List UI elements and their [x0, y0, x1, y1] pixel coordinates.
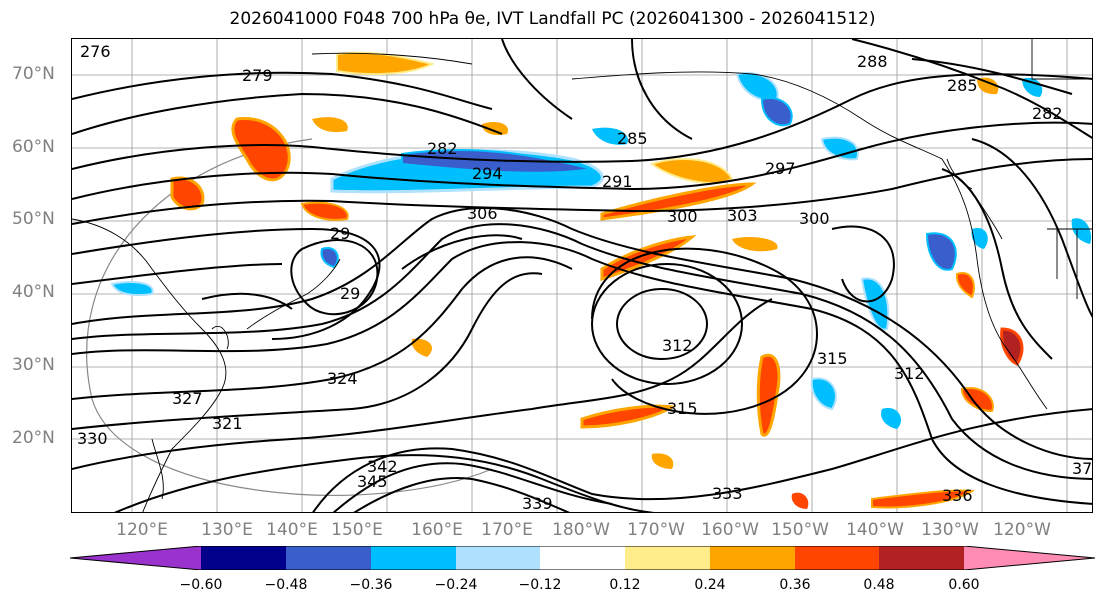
colorbar-segment	[964, 546, 1095, 570]
contour-label: 285	[617, 129, 648, 148]
contour-label: 330	[77, 429, 108, 448]
colorbar-segment	[371, 546, 456, 570]
colorbar-tick: −0.24	[434, 577, 478, 593]
contour-label: 306	[467, 204, 498, 223]
colorbar-tick: 0.36	[779, 577, 811, 593]
lat-label-60n: 60°N	[12, 137, 55, 157]
colorbar-segment	[710, 546, 795, 570]
lon-label-160w: 160°W	[701, 520, 759, 540]
contour-label: 294	[472, 164, 503, 183]
map-svg: 276 279 288 285 282 285 282 294 291 297 …	[72, 39, 1092, 513]
colorbar-segment	[879, 546, 964, 570]
colorbar-segment	[625, 546, 710, 570]
lat-label-70n: 70°N	[12, 64, 55, 84]
coastlines	[72, 39, 1092, 512]
colorbar-tick: −0.12	[518, 577, 562, 593]
lat-label-50n: 50°N	[12, 209, 55, 229]
colorbar-tick: 0.48	[863, 577, 895, 593]
contour-label: 315	[817, 349, 848, 368]
lon-label-140w: 140°W	[846, 520, 904, 540]
contour-label: 300	[799, 209, 830, 228]
contour-label: 276	[80, 42, 111, 61]
contour-label: 333	[712, 484, 743, 503]
colorbar-segment	[540, 546, 625, 570]
colorbar-tick: −0.48	[264, 577, 308, 593]
colorbar-segment	[456, 546, 540, 570]
colorbar-segment	[286, 546, 371, 570]
contour-label-group: 276 279 288 285 282 285 282 294 291 297 …	[77, 42, 1092, 513]
contour-label: 312	[894, 364, 925, 383]
colorbar-tick: 0.12	[609, 577, 641, 593]
contour-label: 37	[1072, 459, 1092, 478]
lon-label-180w: 180°W	[552, 520, 610, 540]
map-panel: 276 279 288 285 282 285 282 294 291 297 …	[71, 38, 1093, 513]
colorbar-segment	[795, 546, 879, 570]
colorbar-tick: −0.36	[349, 577, 393, 593]
contour-label: 300	[667, 207, 698, 226]
contour-label: 297	[765, 159, 796, 178]
graticule	[72, 39, 1092, 512]
lat-label-20n: 20°N	[12, 428, 55, 448]
lon-label-170e: 170°E	[481, 520, 533, 540]
contour-label: 321	[212, 414, 243, 433]
lat-label-40n: 40°N	[12, 282, 55, 302]
contour-label: 345	[357, 472, 388, 491]
contour-label: 339	[522, 494, 553, 513]
colorbar-segment	[201, 546, 286, 570]
lon-label-150w: 150°W	[771, 520, 829, 540]
contour-label: 288	[857, 52, 888, 71]
colorbar-outline	[70, 546, 1096, 570]
lon-label-150e: 150°E	[331, 520, 383, 540]
contour-label: 327	[172, 389, 203, 408]
contour-label: 336	[942, 486, 973, 505]
lon-label-130e: 130°E	[201, 520, 253, 540]
lon-label-160e: 160°E	[411, 520, 463, 540]
colorbar-segment	[70, 546, 201, 570]
theta-e-contours	[72, 39, 1092, 512]
lon-label-130w: 130°W	[921, 520, 979, 540]
contour-label: 315	[667, 399, 698, 418]
contour-label: 312	[662, 336, 693, 355]
contour-label: 324	[327, 369, 358, 388]
lon-label-170w: 170°W	[627, 520, 685, 540]
colorbar	[70, 546, 1096, 570]
contour-label: 279	[242, 66, 273, 85]
lon-label-120w: 120°W	[993, 520, 1051, 540]
range-ring	[86, 138, 493, 496]
contour-label: 291	[602, 172, 633, 191]
contour-label: 282	[427, 139, 458, 158]
lon-label-120e: 120°E	[116, 520, 168, 540]
positive-anomalies	[170, 51, 1024, 509]
contour-label: 282	[1032, 104, 1063, 123]
contour-label: 285	[947, 76, 978, 95]
contour-label: 303	[727, 206, 758, 225]
lat-label-30n: 30°N	[12, 355, 55, 375]
colorbar-tick: 0.60	[948, 577, 980, 593]
map-title: 2026041000 F048 700 hPa θe, IVT Landfall…	[229, 9, 876, 29]
colorbar-tick: −0.60	[179, 577, 223, 593]
contour-label: 342	[367, 457, 398, 476]
colorbar-tick: 0.24	[694, 577, 726, 593]
lon-label-140e: 140°E	[266, 520, 318, 540]
contour-label: 29	[330, 224, 350, 243]
contour-label: 29	[340, 284, 360, 303]
